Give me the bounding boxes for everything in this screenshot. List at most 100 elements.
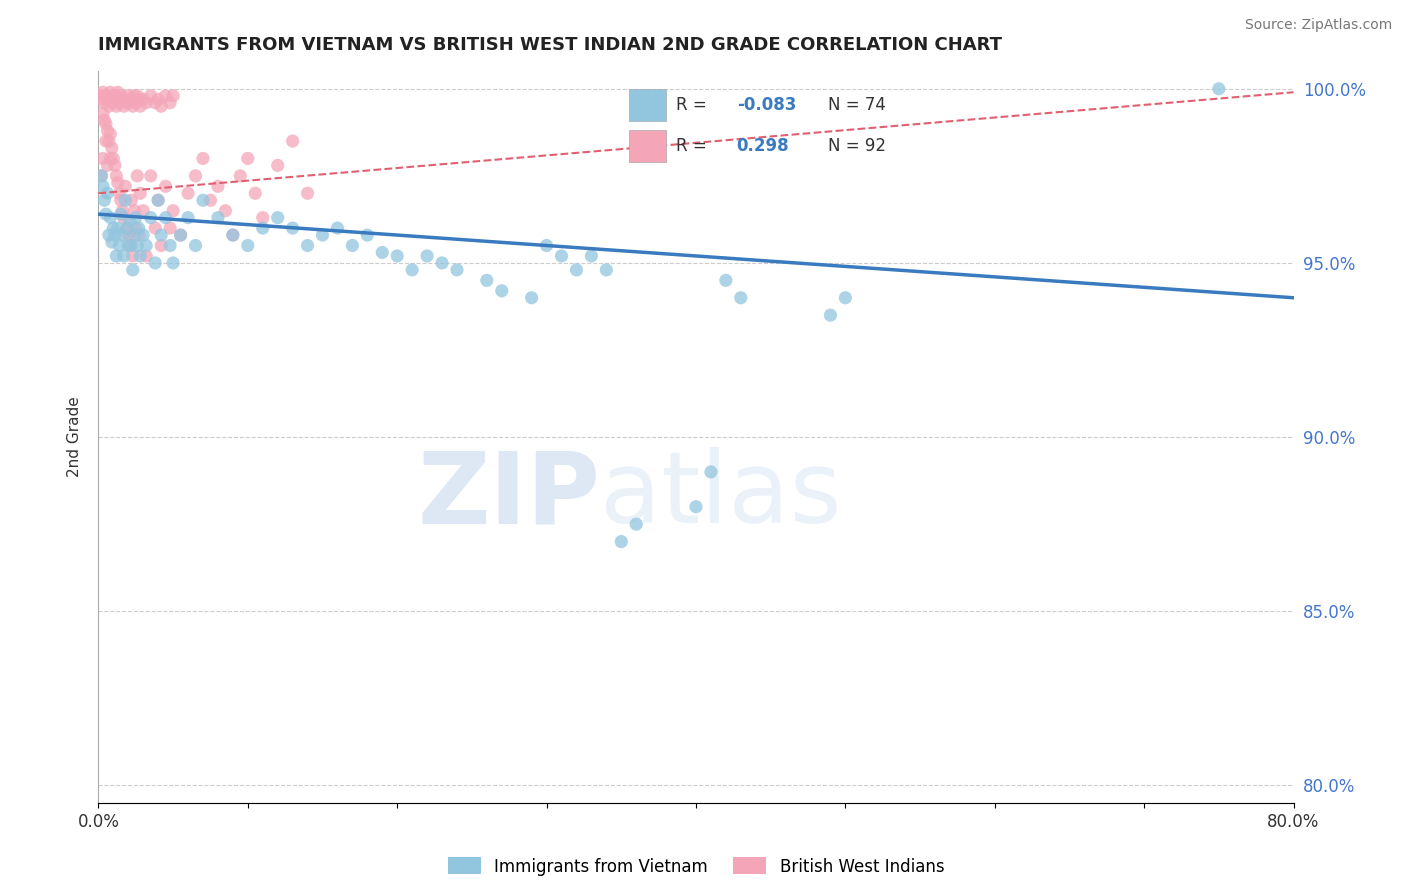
Point (520, 291, 543, 305)
Point (128, 221, 150, 235)
Point (124, 88, 146, 103)
FancyBboxPatch shape (628, 89, 666, 121)
Point (159, 238, 181, 252)
Point (356, 228, 378, 243)
Point (297, 186, 319, 201)
Point (111, 228, 134, 243)
Text: N = 74: N = 74 (828, 96, 886, 114)
Point (93, 95, 115, 110)
Point (105, 249, 128, 263)
Text: atlas: atlas (600, 447, 842, 544)
Point (110, 193, 132, 207)
Point (112, 211, 135, 225)
Point (135, 249, 157, 263)
Point (159, 221, 181, 235)
Point (267, 211, 290, 225)
Point (114, 179, 136, 194)
Point (121, 249, 143, 263)
Point (104, 158, 127, 172)
Text: Source: ZipAtlas.com: Source: ZipAtlas.com (1244, 18, 1392, 32)
Point (115, 95, 138, 110)
Point (97, 99, 120, 113)
Point (342, 238, 364, 252)
Point (112, 249, 135, 263)
Text: R =: R = (676, 137, 711, 155)
Point (96, 92, 118, 106)
Text: -0.083: -0.083 (737, 96, 796, 114)
Point (97, 134, 120, 148)
Point (416, 249, 439, 263)
Point (135, 95, 157, 110)
Point (550, 249, 572, 263)
Point (96, 186, 118, 201)
Point (236, 152, 259, 166)
Point (110, 207, 132, 221)
Point (127, 238, 149, 252)
Point (281, 134, 304, 148)
Point (297, 238, 319, 252)
Point (177, 186, 200, 201)
Point (108, 186, 131, 201)
Point (252, 211, 274, 225)
Point (101, 95, 124, 110)
Point (129, 249, 152, 263)
Point (100, 152, 122, 166)
Point (191, 193, 214, 207)
Point (714, 273, 737, 287)
Point (94, 117, 117, 131)
Text: N = 92: N = 92 (828, 137, 886, 155)
Point (111, 92, 134, 106)
Point (107, 221, 129, 235)
Point (401, 263, 423, 277)
Point (207, 211, 229, 225)
Point (536, 238, 558, 252)
Point (184, 169, 207, 183)
Point (685, 500, 707, 514)
Point (125, 95, 148, 110)
Point (700, 465, 723, 479)
Point (120, 92, 142, 106)
Point (93, 193, 115, 207)
Point (267, 158, 290, 172)
Point (143, 95, 166, 110)
Point (169, 228, 191, 243)
Point (111, 203, 134, 218)
Point (110, 88, 132, 103)
Point (143, 221, 166, 235)
Point (94, 134, 117, 148)
Point (101, 235, 124, 249)
Point (103, 88, 125, 103)
Y-axis label: 2nd Grade: 2nd Grade (66, 397, 82, 477)
Point (105, 99, 128, 113)
Point (114, 193, 136, 207)
Point (114, 92, 136, 106)
Point (132, 203, 155, 218)
Point (446, 263, 468, 277)
Point (207, 179, 229, 194)
Point (430, 256, 453, 270)
Legend: Immigrants from Vietnam, British West Indians: Immigrants from Vietnam, British West In… (441, 851, 950, 882)
Point (100, 85, 122, 99)
Point (103, 221, 125, 235)
Point (124, 203, 146, 218)
Point (626, 517, 648, 532)
Point (371, 245, 394, 260)
Point (127, 88, 149, 103)
Point (112, 99, 135, 113)
Point (150, 238, 173, 252)
Point (491, 284, 513, 298)
Point (107, 85, 129, 99)
Point (148, 193, 170, 207)
Point (191, 152, 214, 166)
Point (91, 152, 114, 166)
Point (132, 228, 155, 243)
Point (565, 263, 588, 277)
Point (107, 176, 129, 190)
Point (90, 169, 112, 183)
Point (94, 207, 117, 221)
Point (103, 152, 125, 166)
Point (117, 228, 139, 243)
Point (177, 211, 200, 225)
Point (96, 158, 118, 172)
Point (104, 228, 127, 243)
